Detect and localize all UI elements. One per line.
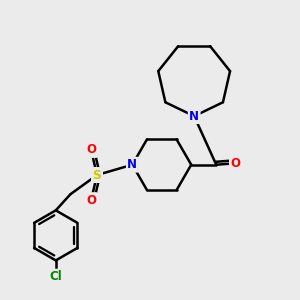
Text: N: N [189,110,199,123]
Text: O: O [230,157,240,170]
Text: O: O [86,194,96,207]
Text: O: O [86,143,96,157]
Text: S: S [92,169,101,182]
Text: Cl: Cl [50,270,62,283]
Text: N: N [127,158,137,171]
